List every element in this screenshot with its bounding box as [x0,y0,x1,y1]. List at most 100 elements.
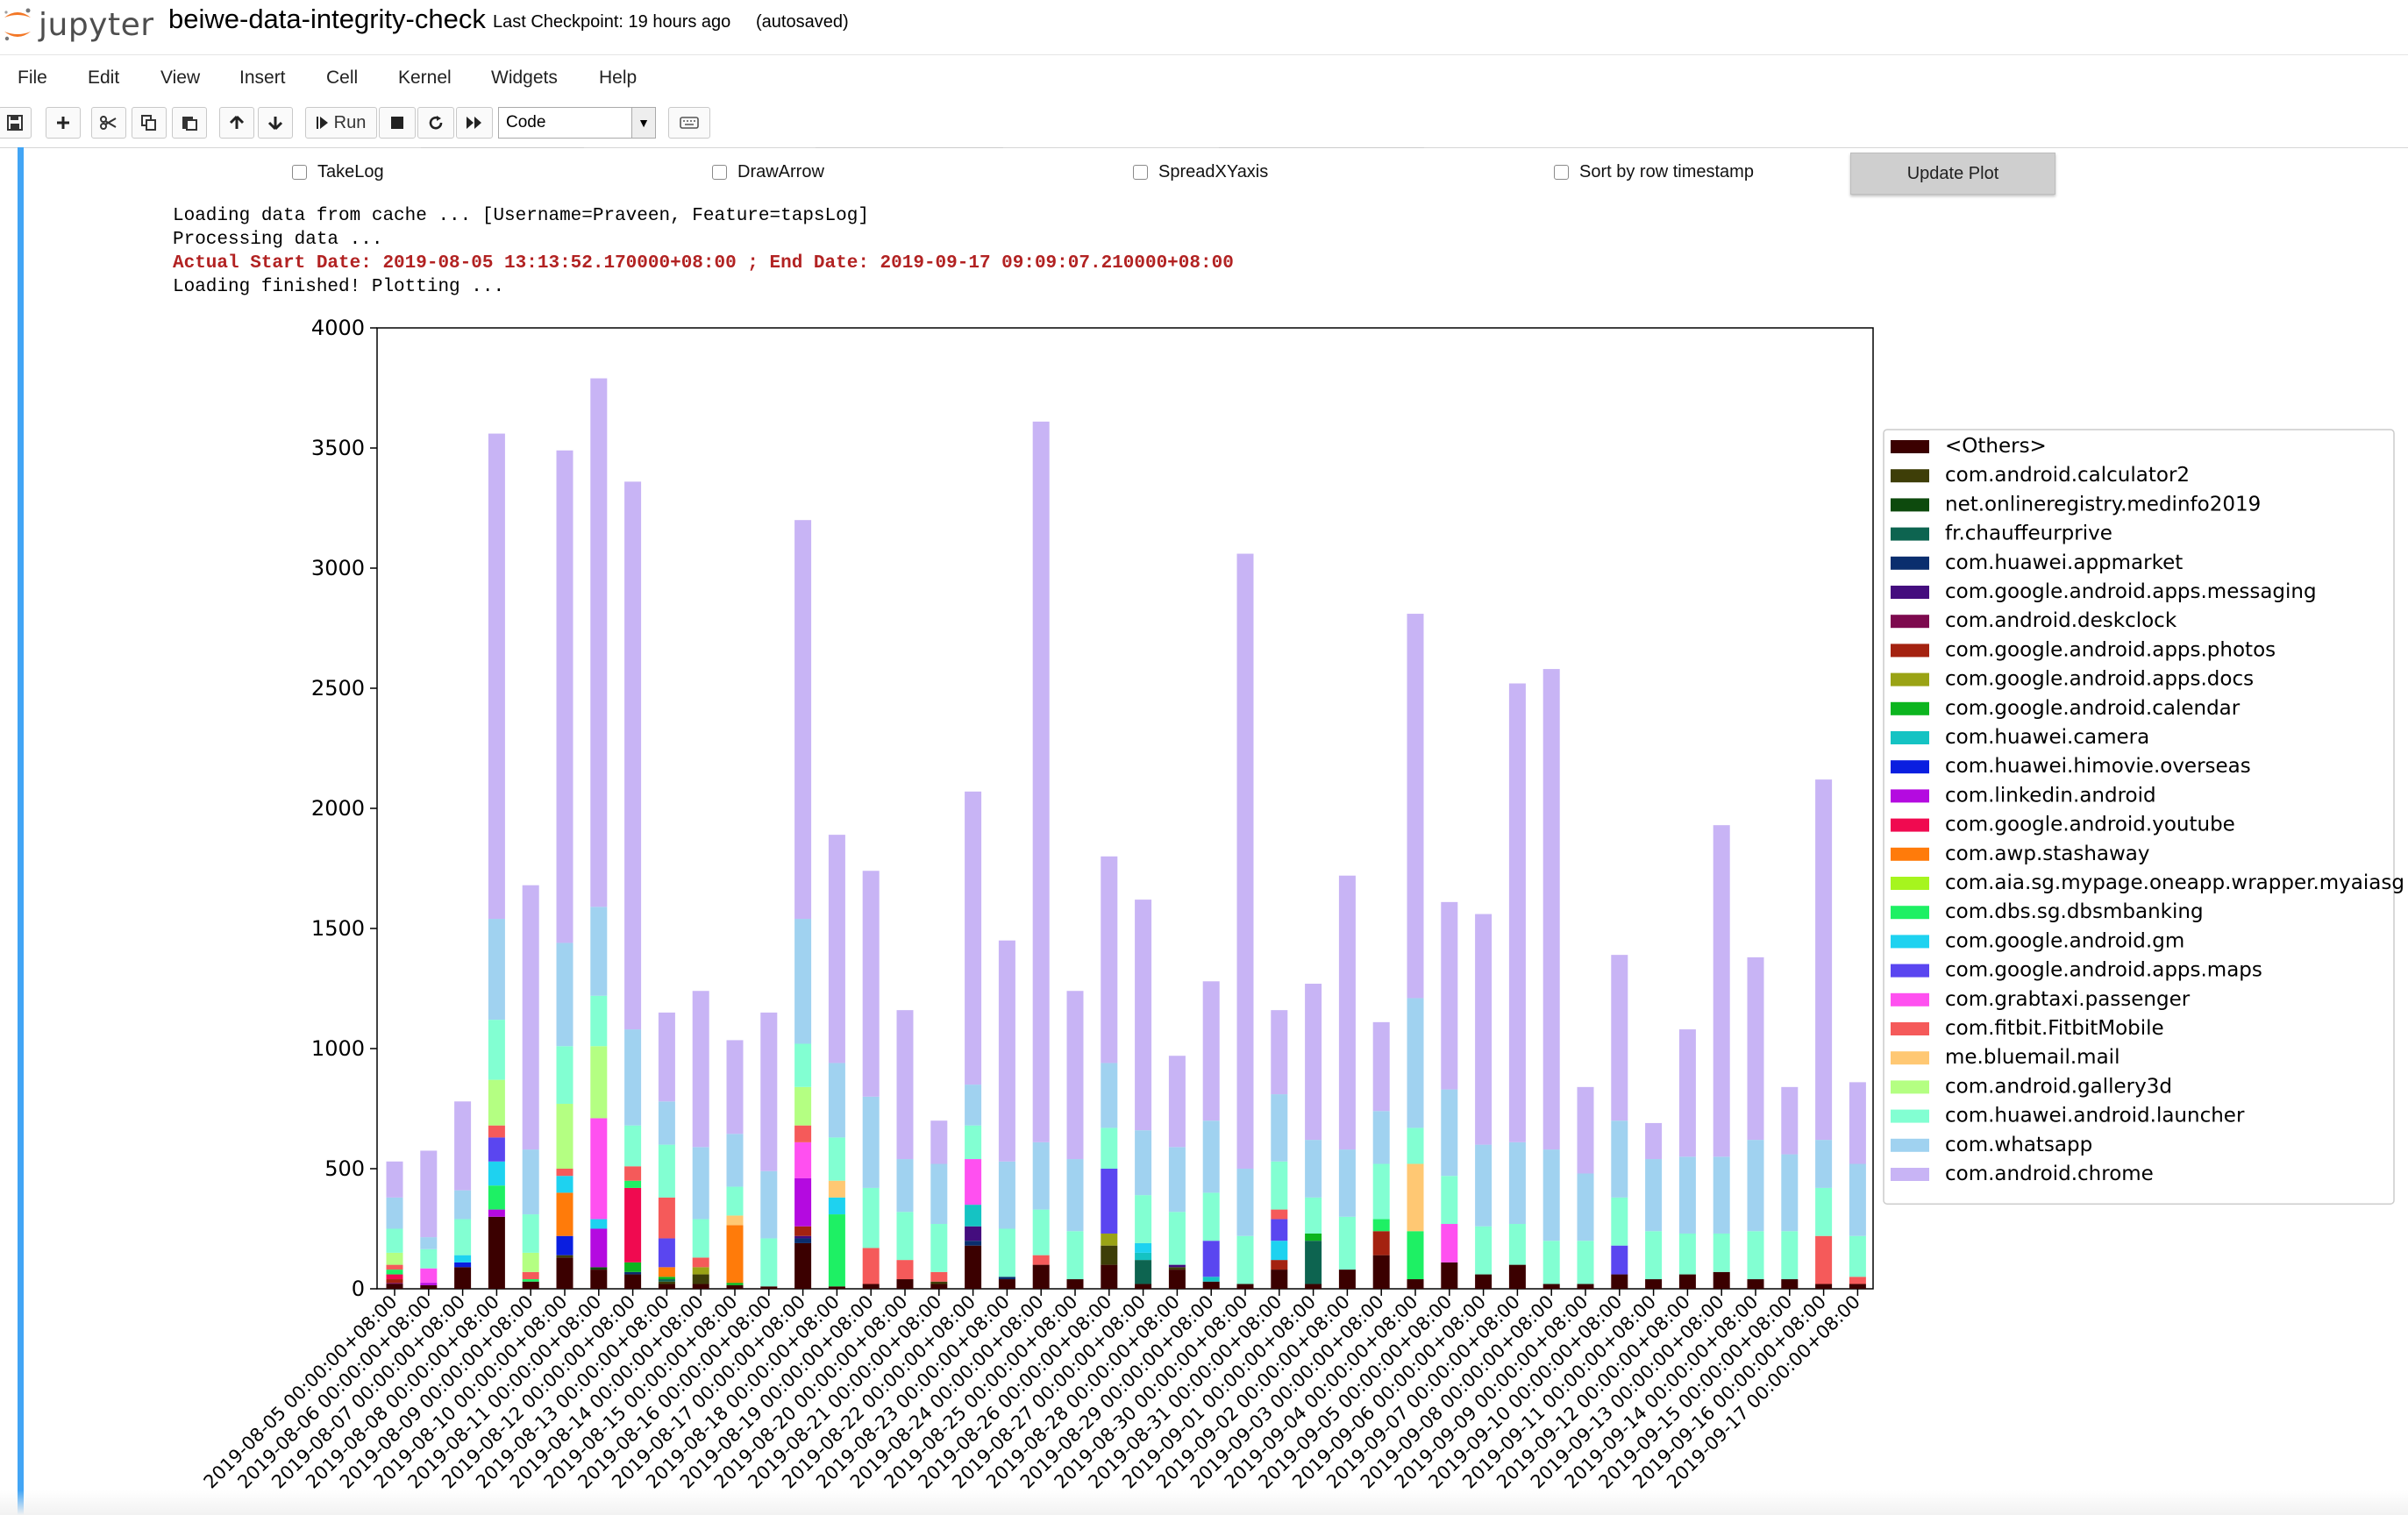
keyboard-icon [680,117,699,129]
bar-segment [1849,1235,1866,1277]
takelog-checkbox[interactable]: TakeLog [292,162,384,182]
selected-cell-indicator [18,147,24,1515]
bar-segment [1508,1264,1526,1289]
legend-label: com.google.android.youtube [1945,814,2235,836]
update-plot-button[interactable]: Update Plot [1850,153,2055,195]
save-button[interactable] [0,107,32,139]
interrupt-button[interactable] [379,107,416,139]
bar-segment [794,1226,812,1236]
spreadxyaxis-checkbox[interactable]: SpreadXYaxis [1133,162,1268,182]
checkbox-box[interactable] [712,165,727,180]
bar-segment [692,1274,709,1284]
bar-segment [1407,998,1424,1128]
legend-swatch [1891,644,1929,658]
bar-segment [1135,1252,1152,1261]
bar-segment [1372,1219,1390,1232]
sort-timestamp-checkbox[interactable]: Sort by row timestamp [1554,162,1754,182]
output-line: Processing data ... [173,230,383,250]
bar-segment [828,1063,845,1138]
checkbox-box[interactable] [1554,165,1569,180]
bar-segment [1508,1142,1526,1225]
bar-segment [590,1118,608,1220]
bar-segment [794,1238,812,1243]
bar-segment [420,1284,438,1289]
bar-segment [488,1020,505,1080]
bar-segment [522,1214,539,1253]
bar-segment [828,1180,845,1198]
bar-segment [1135,1130,1152,1196]
bar-segment [1101,1264,1118,1289]
notebook-title[interactable]: beiwe-data-integrity-check [168,4,486,34]
move-down-button[interactable] [258,107,293,139]
legend-label: com.whatsapp [1945,1134,2092,1156]
legend-swatch [1891,964,1929,978]
paste-button[interactable] [172,107,207,139]
bar-segment [794,1142,812,1178]
restart-kernel-button[interactable] [417,107,454,139]
bar-segment [965,1245,982,1289]
bar-segment [1849,1082,1866,1164]
bar-segment [1713,825,1730,1157]
bar-segment [1305,1140,1322,1198]
bar-segment [556,1257,574,1289]
bar-segment [1202,1120,1220,1193]
bar-segment [1577,1284,1594,1289]
legend-label: com.android.chrome [1945,1163,2154,1185]
bar-segment [862,1284,880,1289]
menu-kernel[interactable]: Kernel [398,68,452,88]
bar-segment [1271,1270,1288,1289]
bar-segment [454,1267,472,1289]
jupyter-logo-icon [4,8,31,41]
bar-segment [1101,856,1118,1063]
bar-segment [1032,1264,1050,1289]
bar-segment [556,1192,574,1236]
copy-button[interactable] [132,107,167,139]
bar-segment [794,919,812,1044]
bar-segment [624,1262,642,1272]
run-button[interactable]: Run [305,107,377,139]
bar-segment [1407,1279,1424,1289]
bar-segment [488,1079,505,1126]
bar-segment [794,1235,812,1239]
bar-segment [1678,1156,1696,1234]
insert-cell-button[interactable] [46,107,81,139]
move-up-button[interactable] [219,107,254,139]
menu-widgets[interactable]: Widgets [491,68,558,88]
bar-segment [522,1271,539,1280]
bar-segment [965,1085,982,1126]
menu-help[interactable]: Help [599,68,638,88]
bar-segment [590,995,608,1047]
cell-type-select[interactable]: Code ▼ [498,107,656,139]
menu-file[interactable]: File [18,68,47,88]
legend-label: com.dbs.sg.dbsmbanking [1945,900,2204,923]
bar-segment [488,1161,505,1186]
jupyter-logo[interactable]: jupyter [2,2,154,47]
bar-segment [1372,1111,1390,1164]
bar-segment [420,1150,438,1238]
legend-label: com.android.calculator2 [1945,464,2190,487]
legend-label: com.linkedin.android [1945,784,2156,807]
checkbox-box[interactable] [1133,165,1148,180]
bar-segment [828,1286,845,1289]
legend-swatch [1891,556,1929,570]
legend-swatch [1891,935,1929,949]
command-palette-button[interactable] [668,107,710,139]
menu-edit[interactable]: Edit [88,68,120,88]
bar-segment [488,919,505,1021]
legend-label: com.awp.stashaway [1945,843,2150,865]
menu-cell[interactable]: Cell [326,68,359,88]
menu-view[interactable]: View [160,68,201,88]
bar-segment [1168,1264,1186,1268]
notebook-header: jupyter beiwe-data-integrity-check Last … [0,0,2408,54]
bar-segment [1101,1063,1118,1128]
bar-segment [658,1197,675,1239]
drawarrow-checkbox[interactable]: DrawArrow [712,162,824,182]
bar-segment [1066,1279,1084,1289]
checkbox-box[interactable] [292,165,307,180]
legend-label: me.bluemail.mail [1945,1046,2119,1069]
restart-run-all-button[interactable] [456,107,493,139]
menu-insert[interactable]: Insert [239,68,286,88]
cut-button[interactable] [91,107,126,139]
bar-segment [386,1264,403,1270]
